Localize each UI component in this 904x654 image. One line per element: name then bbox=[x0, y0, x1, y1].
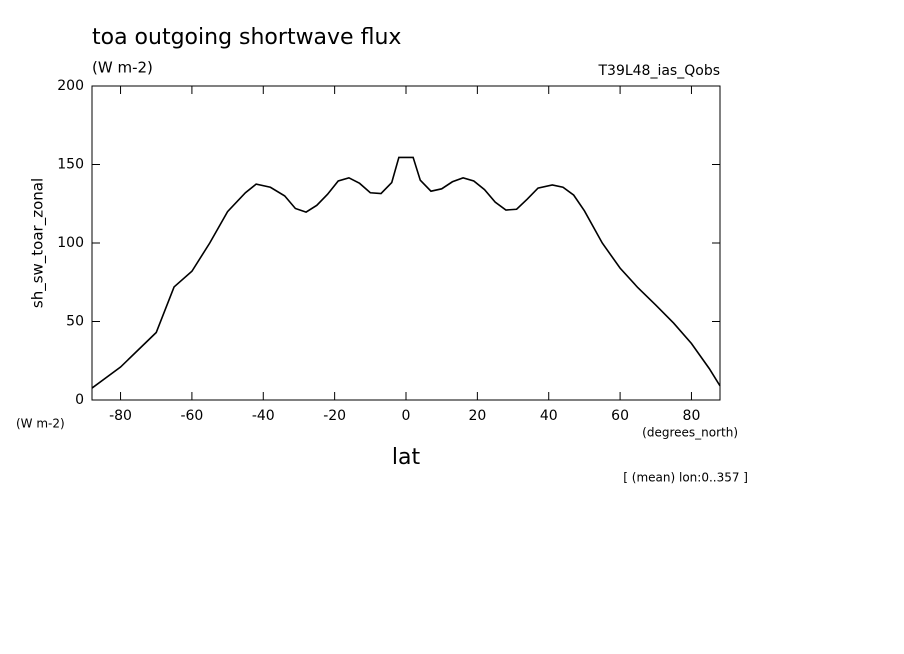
y-tick-label: 200 bbox=[57, 78, 84, 94]
chart-title: toa outgoing shortwave flux bbox=[92, 25, 401, 50]
y-tick-label: 100 bbox=[57, 235, 84, 251]
plot-frame bbox=[91, 85, 721, 401]
x-tick-label: -60 bbox=[180, 408, 203, 424]
data-line bbox=[91, 156, 721, 389]
x-tick-label: 0 bbox=[402, 408, 411, 424]
dataset-label: T39L48_ias_Qobs bbox=[597, 63, 720, 79]
x-tick-label: 80 bbox=[683, 408, 701, 424]
y-tick-label: 150 bbox=[57, 157, 84, 173]
x-tick-label: -20 bbox=[323, 408, 346, 424]
x-tick-label: -40 bbox=[252, 408, 275, 424]
y-units: (W m-2) bbox=[16, 417, 65, 431]
x-axis-label: lat bbox=[392, 445, 421, 470]
x-units: (degrees_north) bbox=[642, 426, 738, 440]
y-axis-label: sh_sw_toar_zonal bbox=[29, 178, 48, 308]
x-tick-label: 40 bbox=[540, 408, 558, 424]
x-tick-label: 20 bbox=[468, 408, 486, 424]
footnote: [ (mean) lon:0..357 ] bbox=[623, 471, 748, 485]
chart-subtitle: (W m-2) bbox=[92, 59, 153, 77]
x-tick-label: 60 bbox=[611, 408, 629, 424]
y-tick-label: 0 bbox=[75, 392, 84, 408]
x-tick-label: -80 bbox=[109, 408, 132, 424]
y-tick-label: 50 bbox=[66, 314, 84, 330]
